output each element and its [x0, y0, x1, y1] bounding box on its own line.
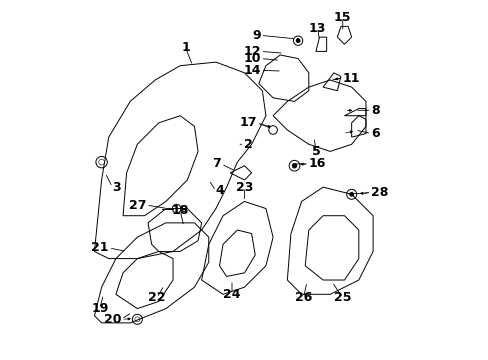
Circle shape	[295, 39, 300, 43]
Text: 2: 2	[244, 138, 253, 151]
Text: 25: 25	[333, 291, 351, 305]
Text: 27: 27	[128, 198, 146, 212]
Text: 7: 7	[212, 157, 221, 170]
Text: 18: 18	[171, 204, 188, 217]
Text: 11: 11	[342, 72, 360, 85]
Circle shape	[349, 192, 353, 197]
Text: 28: 28	[370, 186, 388, 199]
Text: 20: 20	[103, 313, 121, 326]
Text: 21: 21	[91, 241, 108, 255]
Text: 9: 9	[251, 29, 260, 42]
Text: 10: 10	[243, 52, 260, 65]
Text: 16: 16	[308, 157, 325, 170]
Text: 24: 24	[223, 288, 240, 301]
Text: 12: 12	[243, 45, 260, 58]
Text: 14: 14	[243, 64, 260, 77]
Circle shape	[291, 163, 296, 168]
Text: 22: 22	[148, 291, 165, 305]
Text: 26: 26	[294, 291, 311, 305]
Text: 6: 6	[370, 127, 379, 140]
Text: 1: 1	[181, 41, 189, 54]
Text: 3: 3	[112, 181, 121, 194]
Text: 13: 13	[308, 22, 326, 35]
Text: 23: 23	[235, 181, 253, 194]
Text: 15: 15	[333, 11, 351, 24]
Text: 4: 4	[216, 184, 224, 197]
Text: 17: 17	[239, 116, 257, 129]
Text: 5: 5	[311, 145, 320, 158]
Text: 19: 19	[91, 302, 108, 315]
Text: 8: 8	[370, 104, 379, 117]
